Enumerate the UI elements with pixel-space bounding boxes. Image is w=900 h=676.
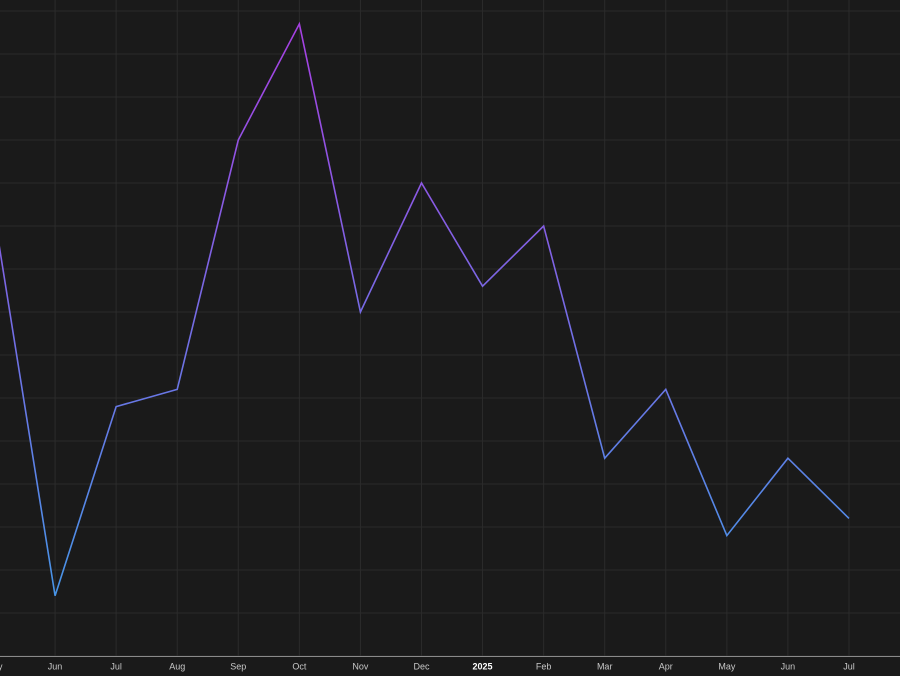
x-tick-label: Jul bbox=[843, 661, 855, 671]
x-tick-label: Nov bbox=[352, 661, 369, 671]
x-tick-label: Oct bbox=[292, 661, 307, 671]
x-tick-label: 2025 bbox=[473, 661, 493, 671]
x-tick-label: Mar bbox=[597, 661, 613, 671]
x-tick-label: Apr bbox=[659, 661, 673, 671]
x-tick-label: Feb bbox=[536, 661, 552, 671]
line bbox=[0, 21, 850, 597]
x-tick-label: Jun bbox=[48, 661, 63, 671]
x-tick-label: Jun bbox=[781, 661, 796, 671]
x-tick-label: Dec bbox=[413, 661, 430, 671]
x-tick-label: Jul bbox=[110, 661, 122, 671]
x-tick-label: Aug bbox=[169, 661, 185, 671]
x-tick-label: Sep bbox=[230, 661, 246, 671]
x-tick-label: May bbox=[0, 661, 3, 671]
x-tick-label: May bbox=[718, 661, 736, 671]
